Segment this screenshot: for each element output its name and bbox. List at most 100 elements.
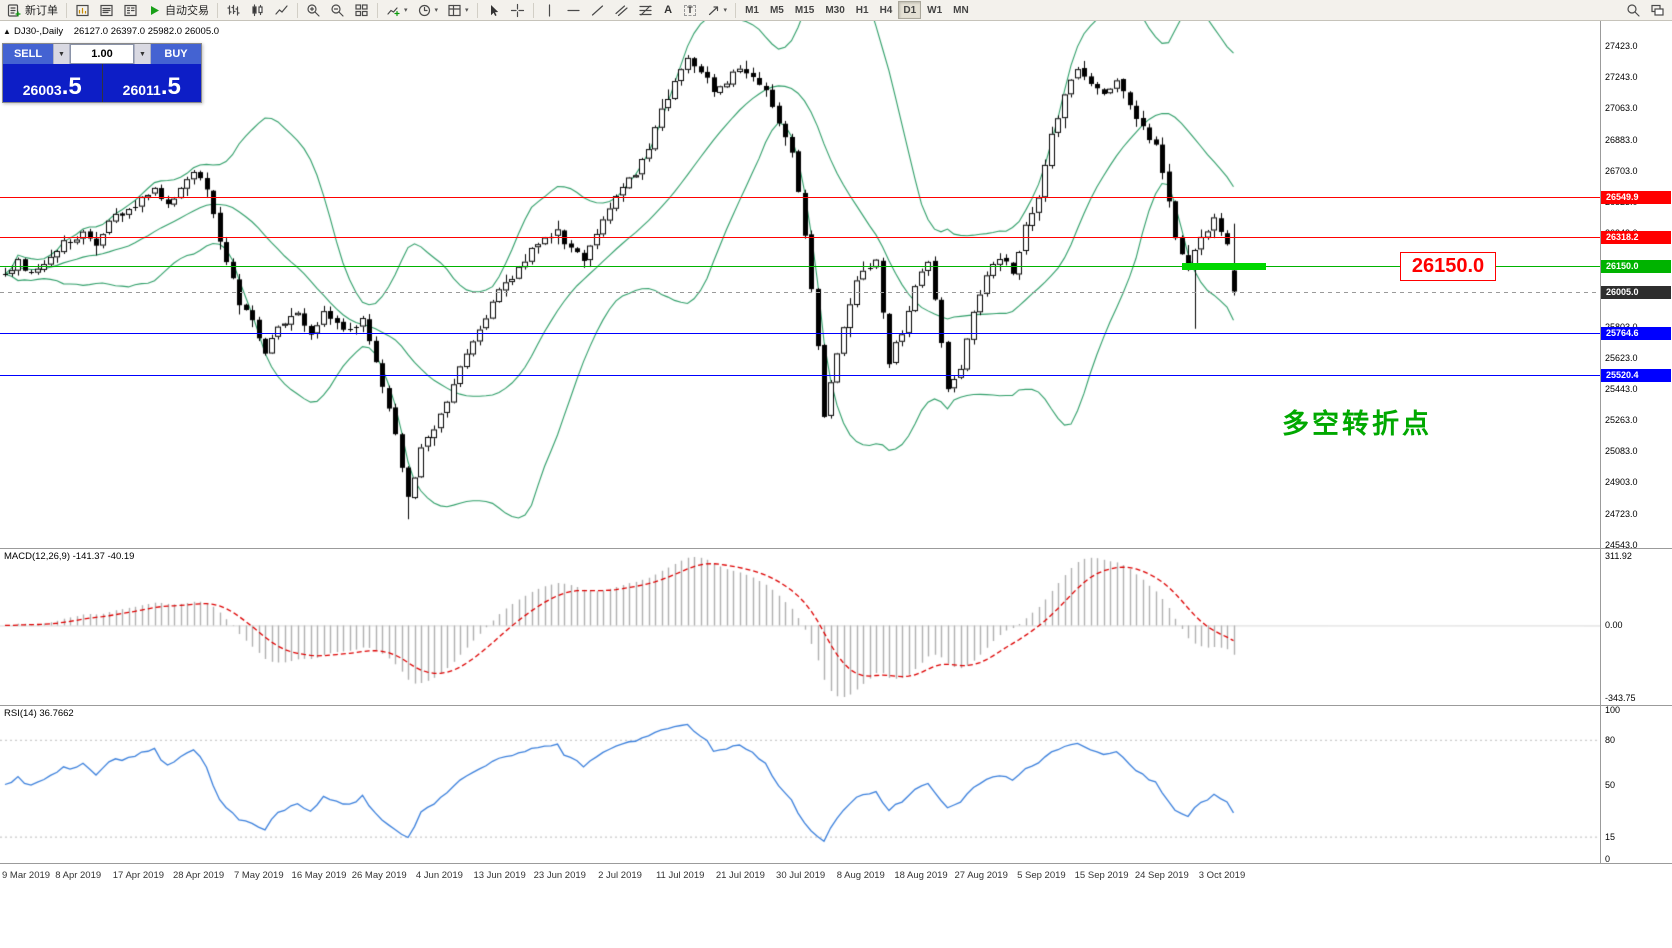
date-axis-label: 27 Aug 2019 — [954, 870, 1008, 881]
sell-options-dropdown[interactable]: ▼ — [54, 44, 69, 64]
data-window-icon — [100, 4, 113, 16]
price-axis-label: 25263.0 — [1605, 415, 1638, 426]
autotrading-button[interactable]: 自动交易 — [143, 1, 213, 19]
rsi-indicator-label: RSI(14) 36.7662 — [4, 708, 74, 719]
price-axis-label: 25623.0 — [1605, 352, 1638, 363]
timeframe-button-MN[interactable]: MN — [948, 1, 974, 19]
level-callout-label[interactable]: 26150.0 — [1400, 252, 1496, 281]
timeframe-button-H4[interactable]: H4 — [875, 1, 898, 19]
level-price-badge: 26150.0 — [1601, 260, 1671, 273]
sell-price-main: 26003 — [22, 81, 62, 98]
horizontal-line-button[interactable] — [562, 1, 585, 19]
main-chart-canvas[interactable] — [0, 21, 1600, 548]
bar-chart-button[interactable] — [222, 1, 245, 19]
buy-button[interactable]: BUY — [151, 44, 201, 64]
trade-panel-toggle-icon[interactable]: ▲ — [3, 27, 11, 36]
date-axis-label: 2 Jul 2019 — [598, 870, 642, 881]
toolbar-separator — [735, 2, 737, 18]
toolbar-separator — [297, 2, 298, 18]
trade-panel-prices: 26003.5 26011.5 — [3, 64, 201, 102]
level-highlight-segment[interactable] — [1181, 263, 1266, 270]
timeframe-button-M5[interactable]: M5 — [765, 1, 789, 19]
channel-button[interactable] — [610, 1, 633, 19]
date-axis-label: 16 May 2019 — [291, 870, 347, 881]
text-button[interactable]: A — [658, 1, 679, 19]
level-line[interactable] — [0, 375, 1600, 376]
panel-separator — [0, 863, 1672, 864]
buy-price[interactable]: 26011.5 — [102, 64, 201, 102]
timeframe-group: M1 M5 M15 M30 H1 H4 D1 W1 MN — [740, 1, 974, 19]
level-line[interactable] — [0, 333, 1600, 334]
panel-separator[interactable] — [0, 548, 1672, 549]
price-axis-label: 25443.0 — [1605, 383, 1638, 394]
price-axis-label: 26883.0 — [1605, 134, 1638, 145]
sell-price[interactable]: 26003.5 — [3, 64, 102, 102]
date-axis-label: 7 May 2019 — [233, 870, 284, 881]
search-button[interactable] — [1622, 1, 1645, 19]
panel-separator[interactable] — [0, 705, 1672, 706]
trendline-button[interactable] — [586, 1, 609, 19]
trade-panel-controls: SELL ▼ ▼ BUY — [3, 44, 201, 64]
timeframe-button-M15[interactable]: M15 — [790, 1, 819, 19]
timeframe-button-M30[interactable]: M30 — [820, 1, 849, 19]
tile-windows-button[interactable] — [350, 1, 373, 19]
date-axis-label: 9 Mar 2019 — [2, 870, 51, 881]
market-watch-button[interactable] — [71, 1, 94, 19]
cursor-icon — [490, 4, 498, 16]
autotrading-label: 自动交易 — [165, 5, 209, 17]
trend-annotation-text[interactable]: 多空转折点 — [1282, 409, 1432, 439]
timeframe-button-W1[interactable]: W1 — [922, 1, 947, 19]
new-order-button[interactable]: 新订单 — [3, 1, 62, 19]
toolbar-separator — [476, 2, 478, 18]
candlestick-chart-icon — [252, 3, 263, 16]
zoom-in-button[interactable] — [302, 1, 325, 19]
label-button[interactable]: T — [680, 1, 701, 19]
dropdown-caret-icon: ▾ — [465, 6, 469, 14]
objects-list-icon — [1651, 4, 1664, 16]
timeframe-button-H1[interactable]: H1 — [851, 1, 874, 19]
level-price-badge: 25764.6 — [1601, 327, 1671, 340]
objects-list-button[interactable] — [1646, 1, 1669, 19]
price-axis-label: 26703.0 — [1605, 165, 1638, 176]
data-window-button[interactable] — [95, 1, 118, 19]
volume-input[interactable] — [70, 44, 134, 64]
macd-panel-canvas[interactable] — [0, 549, 1600, 705]
level-line[interactable] — [0, 237, 1600, 238]
indicators-button[interactable]: ▾ — [382, 1, 412, 19]
zoom-in-icon — [307, 3, 320, 17]
volume-dropdown[interactable]: ▼ — [135, 44, 150, 64]
line-chart-button[interactable] — [270, 1, 293, 19]
price-axis-label: 27423.0 — [1605, 41, 1638, 51]
date-axis-label: 30 Jul 2019 — [776, 870, 826, 881]
navigator-button[interactable] — [119, 1, 142, 19]
toolbar-separator — [66, 2, 67, 18]
trendline-icon — [591, 4, 603, 16]
crosshair-button[interactable] — [506, 1, 529, 19]
rsi-axis-label: 50 — [1605, 779, 1616, 790]
fibonacci-button[interactable] — [634, 1, 657, 19]
timeframe-button-D1[interactable]: D1 — [898, 1, 922, 19]
cursor-button[interactable] — [482, 1, 505, 19]
channel-icon — [614, 4, 628, 16]
date-axis-label: 23 Jun 2019 — [533, 870, 586, 881]
timeframe-button-M1[interactable]: M1 — [740, 1, 764, 19]
fibonacci-icon — [638, 4, 652, 16]
date-axis-label: 15 Sep 2019 — [1074, 870, 1129, 881]
level-line[interactable] — [0, 197, 1600, 198]
one-click-trading-panel: SELL ▼ ▼ BUY 26003.5 26011.5 — [2, 43, 202, 103]
autotrading-play-icon — [151, 5, 159, 15]
periods-button[interactable]: ▾ — [413, 1, 443, 19]
date-axis-label: 26 May 2019 — [351, 870, 407, 881]
arrows-button[interactable]: ▾ — [702, 1, 732, 19]
candlestick-chart-button[interactable] — [246, 1, 269, 19]
zoom-out-button[interactable] — [326, 1, 349, 19]
templates-button[interactable]: ▾ — [443, 1, 473, 19]
label-icon: T — [684, 4, 696, 16]
vertical-line-button[interactable] — [538, 1, 561, 19]
level-price-badge: 26549.9 — [1601, 191, 1671, 204]
sell-button[interactable]: SELL — [3, 44, 53, 64]
date-axis-label: 11 Jul 2019 — [655, 870, 705, 881]
level-line[interactable] — [0, 266, 1600, 267]
rsi-panel-canvas[interactable] — [0, 706, 1600, 863]
